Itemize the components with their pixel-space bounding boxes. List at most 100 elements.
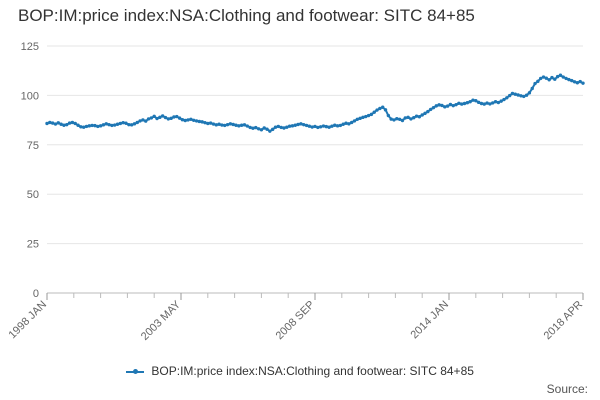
data-point: [369, 112, 374, 117]
data-point: [333, 123, 337, 127]
data-point: [70, 120, 75, 125]
data-point: [73, 121, 77, 126]
data-point: [372, 110, 376, 114]
data-point: [485, 101, 489, 105]
data-point: [482, 102, 486, 106]
y-tick-label: 50: [27, 189, 39, 201]
data-point: [228, 122, 233, 126]
data-point: [364, 114, 368, 119]
data-point: [121, 120, 125, 125]
data-point: [448, 102, 453, 107]
data-point: [67, 121, 72, 125]
data-point: [293, 123, 297, 127]
data-point: [56, 121, 60, 125]
data-point: [59, 122, 63, 126]
data-point: [330, 124, 334, 128]
data-point: [304, 123, 309, 128]
data-point: [197, 119, 202, 124]
data-point: [115, 122, 120, 126]
data-point: [290, 124, 295, 128]
data-point: [395, 117, 399, 121]
data-point: [220, 123, 224, 127]
data-point: [474, 99, 478, 103]
data-point: [567, 77, 571, 82]
data-point: [358, 116, 362, 121]
data-point: [87, 124, 92, 128]
data-point: [400, 118, 405, 123]
data-point: [499, 99, 503, 103]
data-point: [242, 123, 247, 127]
data-point: [375, 108, 379, 112]
data-point: [180, 118, 185, 122]
data-point: [96, 124, 100, 129]
data-point: [175, 114, 179, 119]
x-tick-label: 2014 JAN: [408, 299, 451, 342]
data-point: [347, 122, 351, 126]
data-point: [488, 102, 492, 106]
data-point: [513, 92, 517, 96]
x-tick-label: 1998 JAN: [6, 299, 49, 342]
data-point: [259, 128, 264, 132]
data-point: [428, 107, 433, 112]
data-point: [510, 91, 515, 96]
legend[interactable]: BOP:IM:price index:NSA:Clothing and foot…: [0, 364, 600, 378]
data-point: [338, 123, 343, 128]
data-point: [279, 125, 283, 130]
data-point: [522, 94, 526, 99]
data-point: [191, 118, 196, 122]
data-point: [555, 74, 560, 79]
data-point: [414, 114, 419, 118]
data-point: [536, 79, 540, 84]
data-point: [65, 122, 69, 127]
data-point: [423, 111, 427, 116]
data-point: [206, 121, 210, 126]
data-point: [519, 94, 523, 98]
data-point: [129, 123, 134, 127]
data-point: [550, 75, 554, 80]
data-point: [310, 125, 314, 129]
data-point: [50, 121, 55, 125]
data-point: [76, 123, 80, 127]
data-point: [575, 81, 580, 85]
data-point: [502, 97, 506, 102]
data-point: [62, 123, 66, 127]
legend-label: BOP:IM:price index:NSA:Clothing and foot…: [151, 364, 474, 378]
data-point: [296, 122, 300, 127]
data-point: [403, 116, 407, 120]
data-point: [527, 91, 532, 95]
data-point: [270, 127, 275, 132]
data-point: [146, 117, 151, 121]
data-point: [273, 125, 278, 129]
data-point: [479, 101, 484, 106]
data-point: [169, 116, 173, 121]
data-point: [572, 80, 577, 84]
data-point: [113, 123, 117, 127]
data-point: [245, 124, 249, 128]
data-point: [225, 122, 230, 127]
axes: 0 25 50 75 100 125 1998 JAN 2003 MAY 2008 SEP 201…: [6, 41, 585, 343]
data-point: [426, 109, 430, 114]
data-point: [177, 116, 182, 120]
data-point: [541, 75, 546, 79]
data-point: [223, 123, 227, 128]
data-point: [239, 123, 244, 127]
data-point: [335, 124, 340, 128]
data-point: [341, 122, 345, 126]
data-point: [262, 126, 266, 130]
data-point: [101, 123, 106, 127]
series-layer: [45, 73, 585, 133]
data-point: [194, 119, 199, 123]
data-point: [471, 98, 475, 102]
data-point: [268, 129, 272, 133]
data-point: [254, 125, 258, 130]
data-point: [505, 96, 509, 100]
data-point: [544, 76, 549, 80]
x-tick-label: 2008 SEP: [274, 299, 318, 343]
data-point: [547, 78, 551, 82]
data-point: [155, 116, 159, 121]
data-point: [327, 125, 331, 129]
data-point: [355, 117, 360, 122]
data-point: [307, 124, 312, 128]
gridlines: [47, 45, 583, 294]
data-point: [110, 123, 114, 128]
